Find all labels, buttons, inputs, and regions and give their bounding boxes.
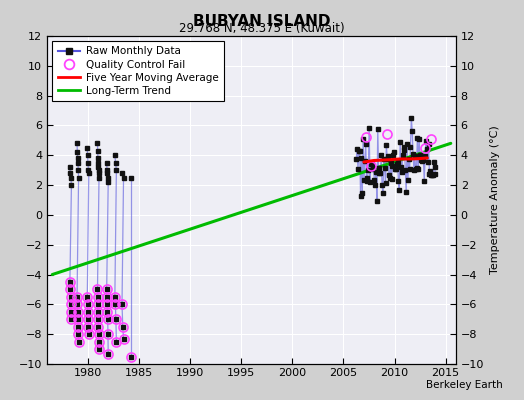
Text: 29.768 N, 48.375 E (Kuwait): 29.768 N, 48.375 E (Kuwait) xyxy=(179,22,345,35)
Text: BUBYAN ISLAND: BUBYAN ISLAND xyxy=(193,14,331,29)
Text: Berkeley Earth: Berkeley Earth xyxy=(427,380,503,390)
Legend: Raw Monthly Data, Quality Control Fail, Five Year Moving Average, Long-Term Tren: Raw Monthly Data, Quality Control Fail, … xyxy=(52,41,224,101)
Y-axis label: Temperature Anomaly (°C): Temperature Anomaly (°C) xyxy=(489,126,500,274)
